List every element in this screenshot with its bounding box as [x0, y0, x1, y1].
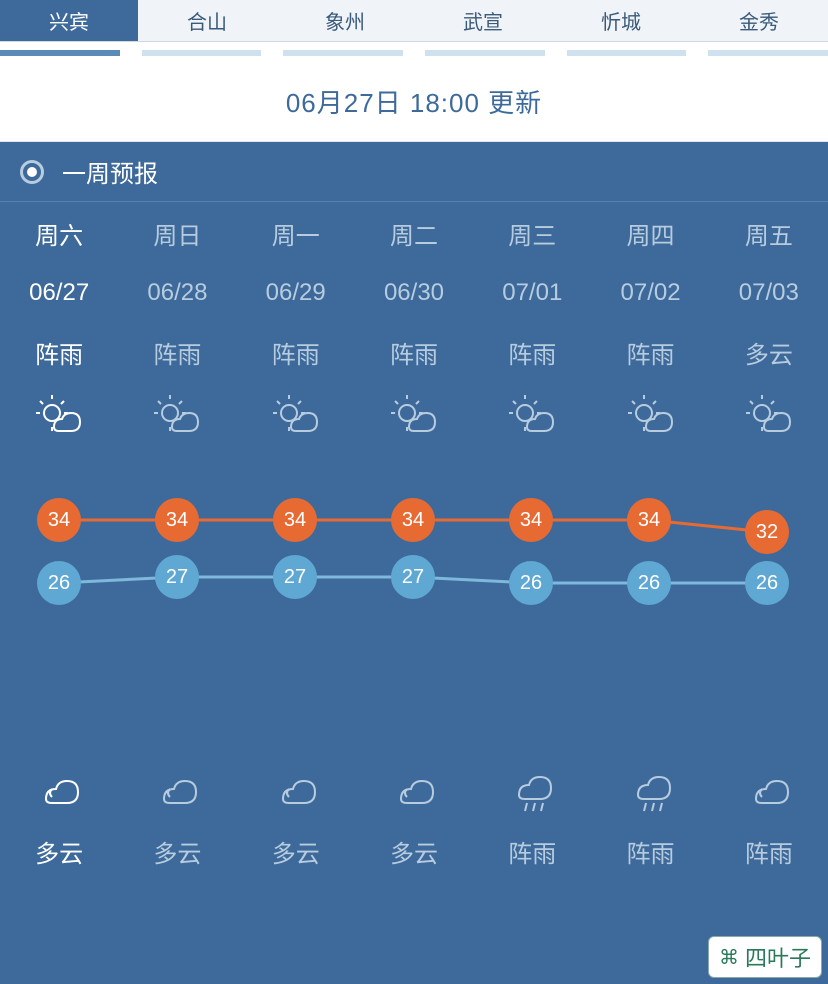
day-date: 06/29: [266, 279, 326, 307]
day-date: 06/28: [147, 279, 207, 307]
watermark-badge: ⌘ 四叶子: [708, 936, 822, 978]
high-temp-dot: 34: [509, 498, 553, 542]
day-column[interactable]: 周六 06/27 阵雨: [0, 216, 118, 458]
day-date: 07/02: [621, 279, 681, 307]
section-title: 一周预报: [62, 154, 158, 189]
day-name: 周一: [272, 216, 320, 251]
location-tabs: 兴宾合山象州武宣忻城金秀: [0, 0, 828, 42]
day-condition-top: 多云: [745, 335, 793, 370]
mini-bar: [142, 50, 262, 56]
tab-1[interactable]: 合山: [138, 0, 276, 41]
day-name: 周日: [153, 216, 201, 251]
day-column[interactable]: 周四 07/02 阵雨: [591, 216, 709, 458]
mini-bar: [0, 50, 120, 56]
weather-icon-bottom: [152, 762, 202, 822]
mini-bar: [708, 50, 828, 56]
weather-icon-top: [271, 388, 321, 448]
day-column-bottom: 阵雨: [591, 662, 709, 869]
day-condition-top: 阵雨: [390, 335, 438, 370]
weather-icon-top: [626, 388, 676, 448]
high-temp-dot: 34: [155, 498, 199, 542]
day-condition-bottom: 阵雨: [627, 834, 675, 869]
low-temp-dot: 26: [37, 561, 81, 605]
day-column[interactable]: 周三 07/01 阵雨: [473, 216, 591, 458]
weather-icon-bottom: [389, 762, 439, 822]
day-condition-top: 阵雨: [272, 335, 320, 370]
high-temp-dot: 34: [37, 498, 81, 542]
tab-4[interactable]: 忻城: [552, 0, 690, 41]
day-column-bottom: 多云: [355, 662, 473, 869]
forecast-columns-bottom: 多云 多云 多云 多云 阵雨 阵雨 阵雨: [0, 648, 828, 869]
day-column[interactable]: 周日 06/28 阵雨: [118, 216, 236, 458]
update-time: 06月27日 18:00 更新: [0, 62, 828, 142]
weather-icon-top: [507, 388, 557, 448]
day-date: 06/30: [384, 279, 444, 307]
day-date: 07/01: [502, 279, 562, 307]
weather-icon-top: [34, 388, 84, 448]
weather-icon-bottom: [507, 762, 557, 822]
high-temp-dot: 32: [745, 510, 789, 554]
day-condition-top: 阵雨: [627, 335, 675, 370]
low-temp-dot: 27: [273, 555, 317, 599]
day-date: 06/27: [29, 279, 89, 307]
tab-2[interactable]: 象州: [276, 0, 414, 41]
day-name: 周三: [508, 216, 556, 251]
day-name: 周五: [745, 216, 793, 251]
weather-icon-top: [389, 388, 439, 448]
day-condition-top: 阵雨: [508, 335, 556, 370]
weather-panel: 一周预报 周六 06/27 阵雨 周日 06/28 阵雨 周一 06/29 阵雨: [0, 142, 828, 984]
low-temp-dot: 26: [509, 561, 553, 605]
high-temp-dot: 34: [627, 498, 671, 542]
mini-bar: [425, 50, 545, 56]
mini-bar: [283, 50, 403, 56]
day-name: 周六: [35, 216, 83, 251]
tab-3[interactable]: 武宣: [414, 0, 552, 41]
day-column[interactable]: 周二 06/30 阵雨: [355, 216, 473, 458]
watermark-icon: ⌘: [719, 945, 739, 970]
day-condition-bottom: 多云: [35, 834, 83, 869]
high-temp-dot: 34: [391, 498, 435, 542]
weather-icon-bottom: [271, 762, 321, 822]
day-condition-top: 阵雨: [35, 335, 83, 370]
day-column[interactable]: 周五 07/03 多云: [710, 216, 828, 458]
tab-5[interactable]: 金秀: [690, 0, 828, 41]
radio-icon: [20, 160, 44, 184]
weather-icon-bottom: [34, 762, 84, 822]
day-condition-bottom: 阵雨: [745, 834, 793, 869]
watermark-text: 四叶子: [745, 941, 811, 973]
weather-icon-top: [152, 388, 202, 448]
mini-bar: [567, 50, 687, 56]
day-date: 07/03: [739, 279, 799, 307]
day-column-bottom: 阵雨: [473, 662, 591, 869]
day-column[interactable]: 周一 06/29 阵雨: [237, 216, 355, 458]
day-condition-bottom: 多云: [272, 834, 320, 869]
low-temp-dot: 26: [745, 561, 789, 605]
day-condition-bottom: 阵雨: [508, 834, 556, 869]
weather-icon-bottom: [626, 762, 676, 822]
day-name: 周二: [390, 216, 438, 251]
day-condition-bottom: 多云: [390, 834, 438, 869]
weather-icon-bottom: [744, 762, 794, 822]
day-column-bottom: 多云: [0, 662, 118, 869]
mini-indicator-row: [0, 42, 828, 62]
day-column-bottom: 多云: [237, 662, 355, 869]
forecast-columns: 周六 06/27 阵雨 周日 06/28 阵雨 周一 06/29 阵雨: [0, 202, 828, 458]
tab-0[interactable]: 兴宾: [0, 0, 138, 41]
day-name: 周四: [627, 216, 675, 251]
day-condition-bottom: 多云: [153, 834, 201, 869]
low-temp-dot: 26: [627, 561, 671, 605]
low-temp-dot: 27: [155, 555, 199, 599]
day-column-bottom: 多云: [118, 662, 236, 869]
section-header: 一周预报: [0, 142, 828, 202]
day-condition-top: 阵雨: [153, 335, 201, 370]
low-temp-dot: 27: [391, 555, 435, 599]
day-column-bottom: 阵雨: [710, 662, 828, 869]
weather-icon-top: [744, 388, 794, 448]
high-temp-dot: 34: [273, 498, 317, 542]
temperature-chart: 34 26 34 27 34 27 34 27 34 26 34 26 32 26: [0, 458, 828, 648]
